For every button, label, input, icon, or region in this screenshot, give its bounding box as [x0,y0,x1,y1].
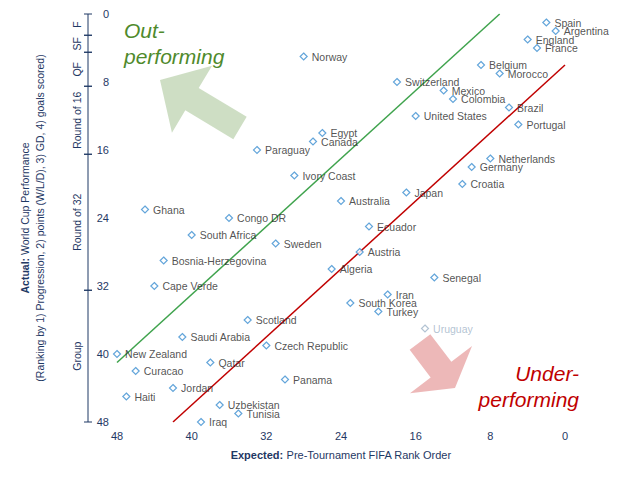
svg-text:Argentina: Argentina [563,25,609,37]
svg-text:England: England [535,33,575,46]
svg-text:Czech Republic: Czech Republic [274,340,348,352]
svg-text:Uruguay: Uruguay [433,323,473,335]
svg-text:Canada: Canada [321,136,358,148]
svg-text:Sweden: Sweden [284,238,322,250]
svg-text:Pre-Tournament FIFA Rank Order: Pre-Tournament FIFA Rank Order [284,449,452,461]
svg-text:Australia: Australia [349,195,390,207]
svg-text:New Zealand: New Zealand [125,348,187,360]
svg-text:Curacao: Curacao [144,365,184,377]
svg-text:Switzerland: Switzerland [405,76,460,88]
svg-text:Colombia: Colombia [461,93,506,105]
svg-text:48: 48 [111,430,123,442]
svg-text:Round of 32: Round of 32 [71,193,83,250]
svg-text:48: 48 [97,416,109,428]
svg-text:Morocco: Morocco [508,68,548,80]
svg-text:South Africa: South Africa [200,229,257,241]
svg-text:Norway: Norway [312,51,348,63]
svg-text:Iran: Iran [395,288,414,301]
svg-text:South Korea: South Korea [358,297,417,309]
svg-text:Ghana: Ghana [153,204,185,216]
svg-text:Iraq: Iraq [209,416,227,428]
svg-text:(Ranking by 1) Progression, 2): (Ranking by 1) Progression, 2) points (W… [34,54,46,381]
svg-text:performing: performing [123,45,225,68]
svg-text:Haiti: Haiti [134,391,155,403]
svg-text:France: France [545,42,578,54]
svg-text:0: 0 [562,430,568,442]
svg-text:Algeria: Algeria [340,263,373,275]
svg-text:Ivory Coast: Ivory Coast [302,170,355,182]
svg-text:Brazil: Brazil [517,102,543,114]
svg-text:24: 24 [335,430,347,442]
svg-text:Japan: Japan [414,187,443,199]
svg-text:40: 40 [186,430,198,442]
svg-text:Germany: Germany [480,161,524,173]
svg-text:QF: QF [71,62,83,77]
svg-text:Jordan: Jordan [181,382,213,394]
svg-text:Cape Verde: Cape Verde [162,280,218,292]
svg-text:World Cup Performance: World Cup Performance [19,142,31,258]
svg-text:16: 16 [97,144,109,156]
svg-text:Out-: Out- [124,19,165,42]
svg-text:Netherlands: Netherlands [498,152,556,165]
svg-text:8: 8 [487,430,493,442]
svg-text:24: 24 [97,212,109,224]
svg-text:40: 40 [97,348,109,360]
svg-text:Portugal: Portugal [526,119,565,131]
svg-text:United States: United States [424,110,487,122]
svg-text:SF: SF [71,37,83,50]
svg-text:Under-: Under- [515,362,579,385]
svg-text:16: 16 [410,430,422,442]
svg-text:F: F [71,21,83,27]
svg-text:Round of 16: Round of 16 [71,91,83,148]
svg-text:Egypt: Egypt [330,127,358,139]
svg-text:Group: Group [71,341,83,370]
svg-text:8: 8 [103,76,109,88]
svg-text:0: 0 [103,8,109,20]
svg-text:Turkey: Turkey [386,306,418,318]
svg-text:32: 32 [97,280,109,292]
svg-text:Panama: Panama [293,374,332,386]
svg-text:Tunisia: Tunisia [246,408,280,420]
svg-text:Bosnia-Herzegovina: Bosnia-Herzegovina [172,255,267,267]
svg-text:Senegal: Senegal [442,272,481,284]
svg-text:Ecuador: Ecuador [377,221,417,233]
svg-text:Expected:: Expected: [231,449,284,461]
svg-text:Qatar: Qatar [218,357,245,369]
svg-text:Actual:: Actual: [19,258,31,294]
svg-text:Saudi Arabia: Saudi Arabia [190,331,250,343]
svg-text:Belgium: Belgium [489,59,527,71]
svg-text:Croatia: Croatia [470,178,504,190]
svg-text:Mexico: Mexico [451,84,485,97]
svg-text:Congo DR: Congo DR [237,212,286,224]
svg-text:Austria: Austria [368,246,401,258]
svg-text:Scotland: Scotland [256,314,297,326]
svg-text:32: 32 [260,430,272,442]
svg-text:Uzbekistan: Uzbekistan [227,399,280,411]
svg-text:Spain: Spain [554,16,582,29]
svg-text:performing: performing [478,388,580,411]
svg-text:Paraguay: Paraguay [265,144,311,156]
